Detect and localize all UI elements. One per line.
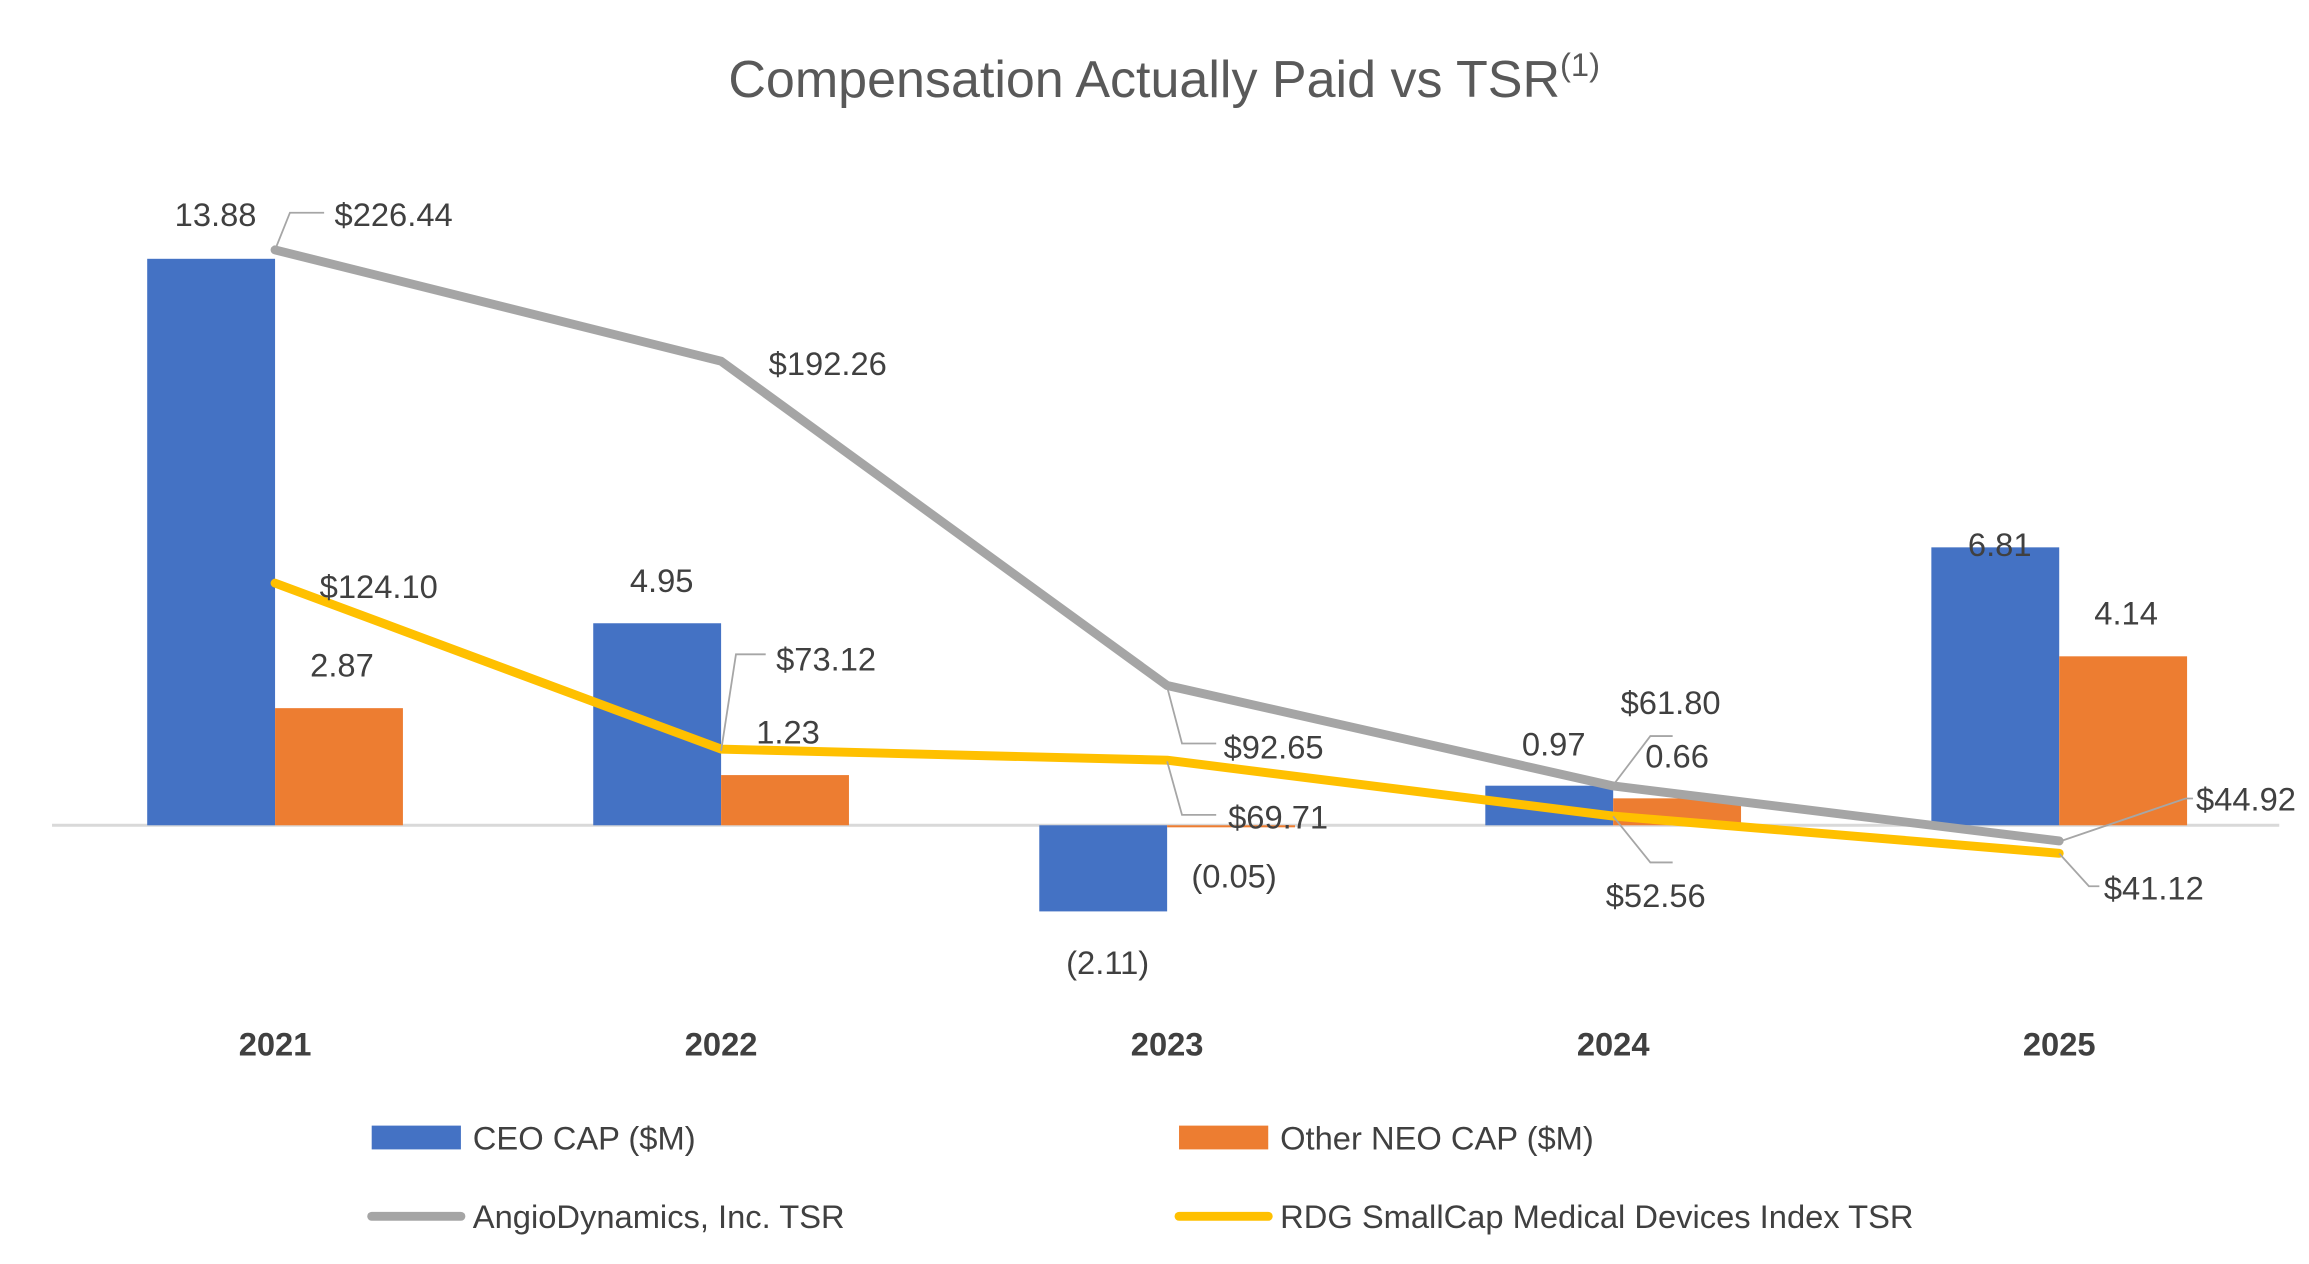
neo-data-label: (0.05): [1191, 858, 1276, 895]
angiodynamics-data-label: $61.80: [1621, 684, 1721, 721]
x-tick-label: 2022: [685, 1026, 758, 1063]
rdg-data-label: $69.71: [1228, 798, 1328, 835]
neo-data-label: 2.87: [310, 647, 374, 684]
x-tick-label: 2024: [1577, 1026, 1650, 1063]
neo-bar-2022: [721, 775, 849, 826]
leader-line: [2058, 852, 2100, 888]
angiodynamics-data-label: $226.44: [335, 196, 453, 233]
legend: CEO CAP ($M) Other NEO CAP ($M) AngioDynam…: [367, 1119, 1914, 1235]
neo-bar-2025: [2059, 656, 2188, 826]
legend-swatch: [1179, 1125, 1269, 1150]
ceo-data-label: 4.95: [630, 562, 694, 599]
x-tick-label: 2021: [239, 1026, 312, 1063]
chart-title: Compensation Actually Paid vs TSR(1): [728, 46, 1600, 109]
rdg-data-label: $124.10: [320, 568, 438, 605]
angiodynamics-data-label: $192.26: [769, 345, 887, 382]
rdg-data-label: $52.56: [1606, 877, 1706, 914]
angiodynamics-tsr-line: [270, 245, 2064, 846]
rdg-index-tsr-line: [270, 578, 2064, 858]
ceo-bar-2025: [1931, 547, 2060, 826]
angiodynamics-data-label: $92.65: [1224, 728, 1324, 765]
legend-label: AngioDynamics, Inc. TSR: [473, 1198, 845, 1235]
ceo-data-label: 0.97: [1522, 725, 1586, 762]
leader-line: [2058, 797, 2194, 843]
leader-line: [1612, 815, 1673, 864]
leader-line: [720, 653, 766, 752]
neo-bar-2023: [1167, 825, 1296, 828]
neo-data-label: 4.14: [2094, 595, 2158, 632]
rdg-data-label: $41.12: [2104, 870, 2204, 907]
angiodynamics-data-label: $44.92: [2196, 780, 2296, 817]
leader-line: [274, 211, 325, 251]
ceo-data-label: (2.11): [1066, 944, 1149, 981]
leader-line: [1612, 735, 1673, 786]
ceo-bar-2021: [147, 258, 276, 826]
rdg-data-label: $73.12: [776, 641, 876, 678]
ceo-bar-2023: [1039, 825, 1168, 912]
neo-data-label: 0.66: [1645, 737, 1709, 774]
ceo-data-label: 13.88: [175, 196, 257, 233]
ceo-data-label: 6.81: [1968, 526, 2032, 563]
neo-bar-2021: [275, 708, 403, 826]
neo-data-label: 1.23: [756, 714, 820, 751]
legend-swatch: [371, 1125, 461, 1150]
legend-label: Other NEO CAP ($M): [1280, 1119, 1594, 1156]
legend-label: RDG SmallCap Medical Devices Index TSR: [1280, 1198, 1913, 1235]
x-tick-label: 2025: [2023, 1026, 2096, 1063]
legend-label: CEO CAP ($M): [473, 1119, 696, 1156]
leader-line: [1166, 761, 1217, 816]
leader-line: [1166, 686, 1217, 745]
x-tick-label: 2023: [1131, 1026, 1204, 1063]
